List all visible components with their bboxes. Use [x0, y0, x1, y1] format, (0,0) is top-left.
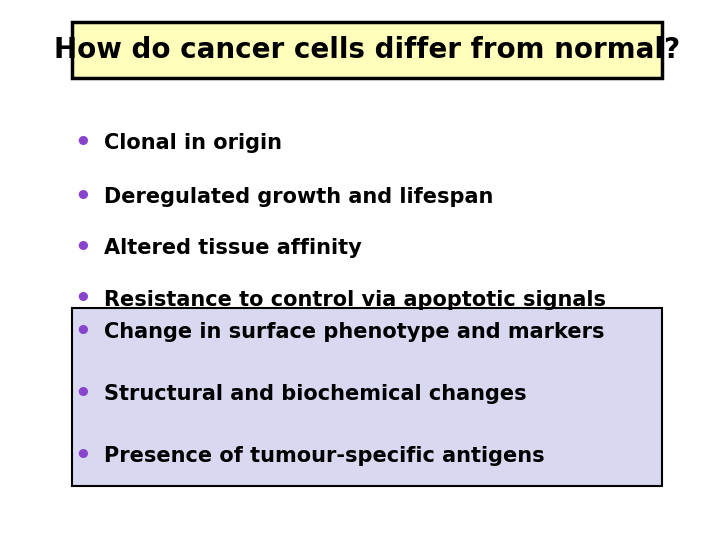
- Text: •: •: [73, 284, 92, 315]
- Text: Deregulated growth and lifespan: Deregulated growth and lifespan: [104, 187, 494, 207]
- Text: Resistance to control via apoptotic signals: Resistance to control via apoptotic sign…: [104, 289, 606, 310]
- FancyBboxPatch shape: [72, 308, 662, 486]
- Text: Structural and biochemical changes: Structural and biochemical changes: [104, 384, 527, 404]
- Text: •: •: [73, 441, 92, 472]
- Text: Change in surface phenotype and markers: Change in surface phenotype and markers: [104, 322, 605, 342]
- Text: How do cancer cells differ from normal?: How do cancer cells differ from normal?: [54, 36, 680, 64]
- Text: •: •: [73, 233, 92, 264]
- Text: •: •: [73, 316, 92, 348]
- Text: Clonal in origin: Clonal in origin: [104, 133, 282, 153]
- Text: Presence of tumour-specific antigens: Presence of tumour-specific antigens: [104, 446, 545, 467]
- FancyBboxPatch shape: [72, 22, 662, 78]
- Text: •: •: [73, 127, 92, 159]
- Text: •: •: [73, 181, 92, 213]
- Text: Altered tissue affinity: Altered tissue affinity: [104, 238, 362, 259]
- Text: •: •: [73, 379, 92, 410]
